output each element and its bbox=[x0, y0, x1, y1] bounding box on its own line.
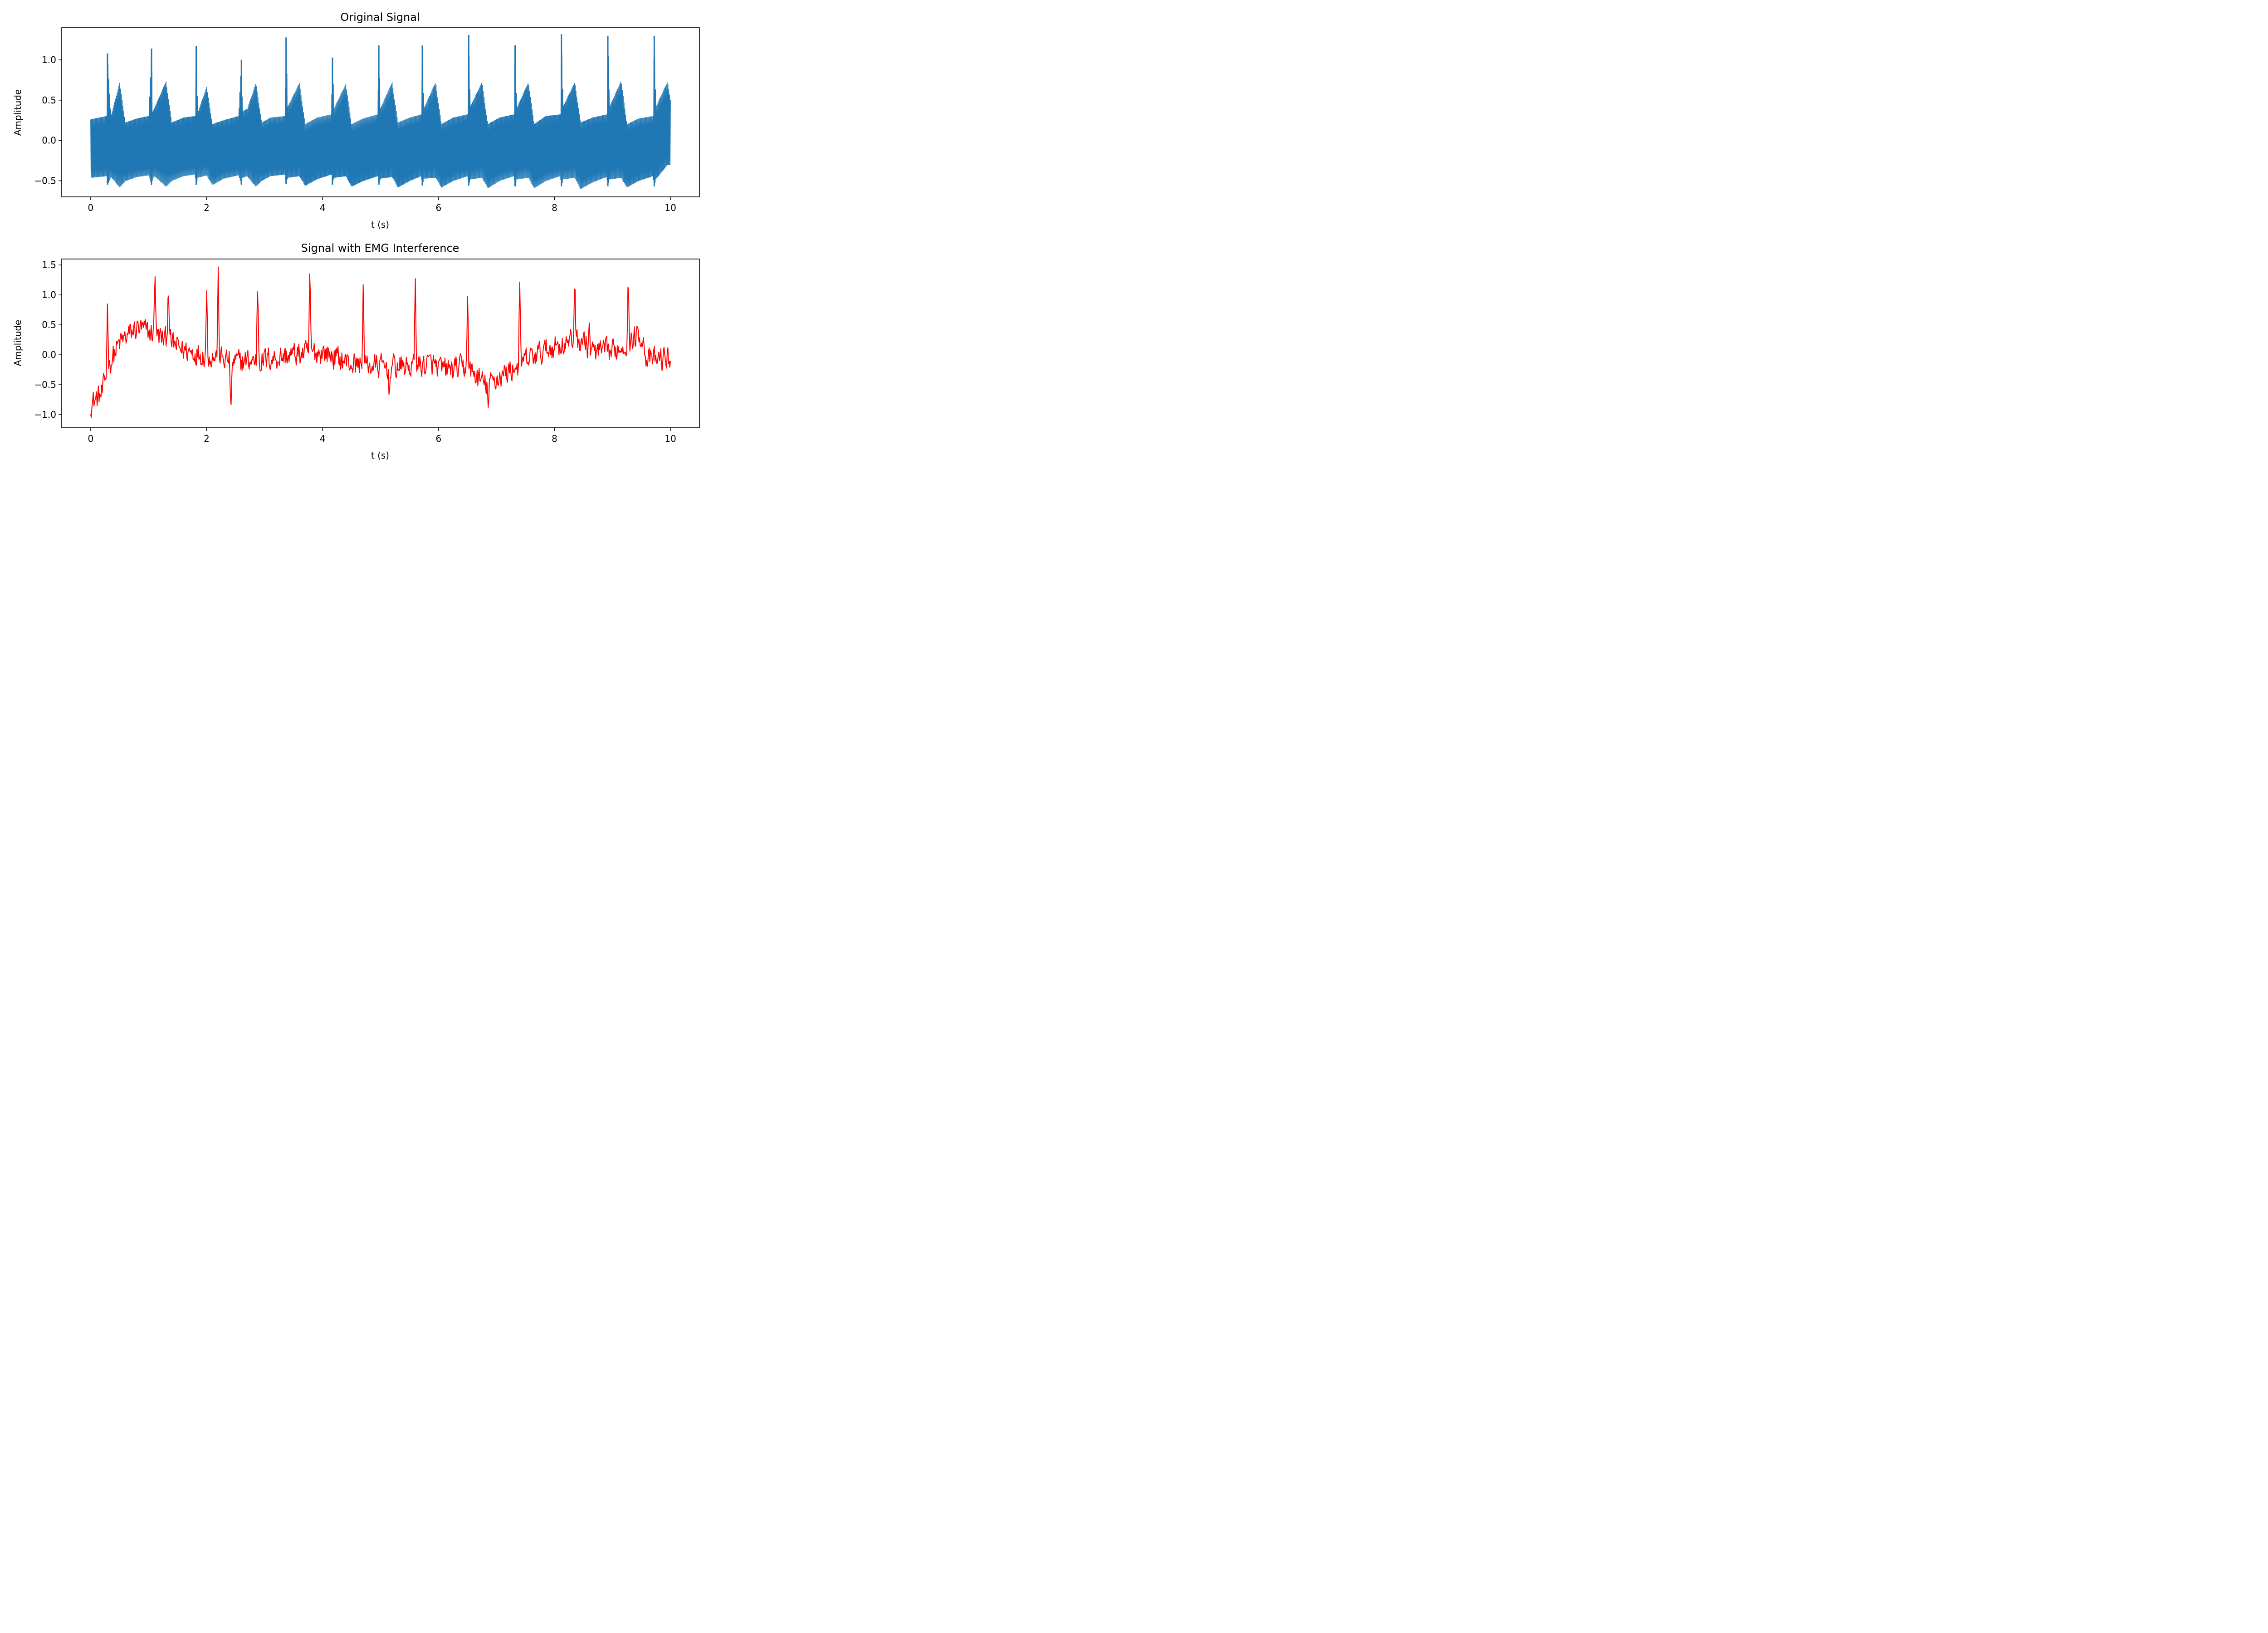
y-tick-label: −1.0 bbox=[34, 409, 56, 420]
x-tick-label: 10 bbox=[665, 433, 676, 444]
axes-original-signal: 0 2 4 6 8 10 −0.5 0.0 0.5 1.0 bbox=[34, 27, 700, 213]
series-signal-with-emg bbox=[90, 266, 671, 418]
x-axis-label: t (s) bbox=[371, 450, 389, 461]
y-tick-label: 1.5 bbox=[42, 259, 56, 270]
chart-signal-with-emg: Signal with EMG Interference 0 2 4 6 8 10 −1.0… bbox=[12, 242, 700, 461]
x-tick-label: 6 bbox=[435, 433, 441, 444]
y-axis-label: Amplitude bbox=[12, 89, 23, 136]
figure: Original Signal 0 2 4 6 8 10 −0.5 0.0 0.5 1.0 t (… bbox=[0, 0, 708, 472]
plot-frame bbox=[61, 27, 700, 197]
y-tick-label: −0.5 bbox=[34, 175, 56, 186]
y-tick-label: 1.0 bbox=[42, 54, 56, 65]
x-tick-label: 6 bbox=[435, 202, 441, 213]
y-tick-label: 1.0 bbox=[42, 289, 56, 300]
y-tick-label: 0.5 bbox=[42, 319, 56, 330]
chart-original-signal: Original Signal 0 2 4 6 8 10 −0.5 0.0 0.5 1.0 t (… bbox=[12, 11, 700, 230]
plot-frame bbox=[61, 259, 700, 428]
x-tick-label: 0 bbox=[88, 433, 94, 444]
figure-background bbox=[0, 0, 708, 472]
series-line bbox=[90, 40, 671, 190]
x-tick-label: 8 bbox=[552, 433, 557, 444]
chart-title: Signal with EMG Interference bbox=[301, 242, 459, 254]
y-tick-label: 0.5 bbox=[42, 95, 56, 106]
x-axis-label: t (s) bbox=[371, 219, 389, 230]
y-axis-label: Amplitude bbox=[12, 320, 23, 367]
y-tick-label: −0.5 bbox=[34, 379, 56, 390]
x-tick-label: 4 bbox=[320, 433, 326, 444]
x-tick-label: 2 bbox=[204, 202, 210, 213]
series-original-signal bbox=[90, 34, 671, 190]
y-tick-label: 0.0 bbox=[42, 135, 56, 146]
chart-title: Original Signal bbox=[340, 11, 420, 24]
x-tick-label: 0 bbox=[88, 202, 94, 213]
series-line bbox=[90, 266, 671, 418]
axes-signal-with-emg: 0 2 4 6 8 10 −1.0 −0.5 0.0 0.5 1.0 1.5 bbox=[34, 259, 700, 444]
x-tick-label: 8 bbox=[552, 202, 557, 213]
y-tick-label: 0.0 bbox=[42, 349, 56, 360]
x-tick-label: 4 bbox=[320, 202, 326, 213]
x-tick-label: 10 bbox=[665, 202, 676, 213]
x-tick-label: 2 bbox=[204, 433, 210, 444]
